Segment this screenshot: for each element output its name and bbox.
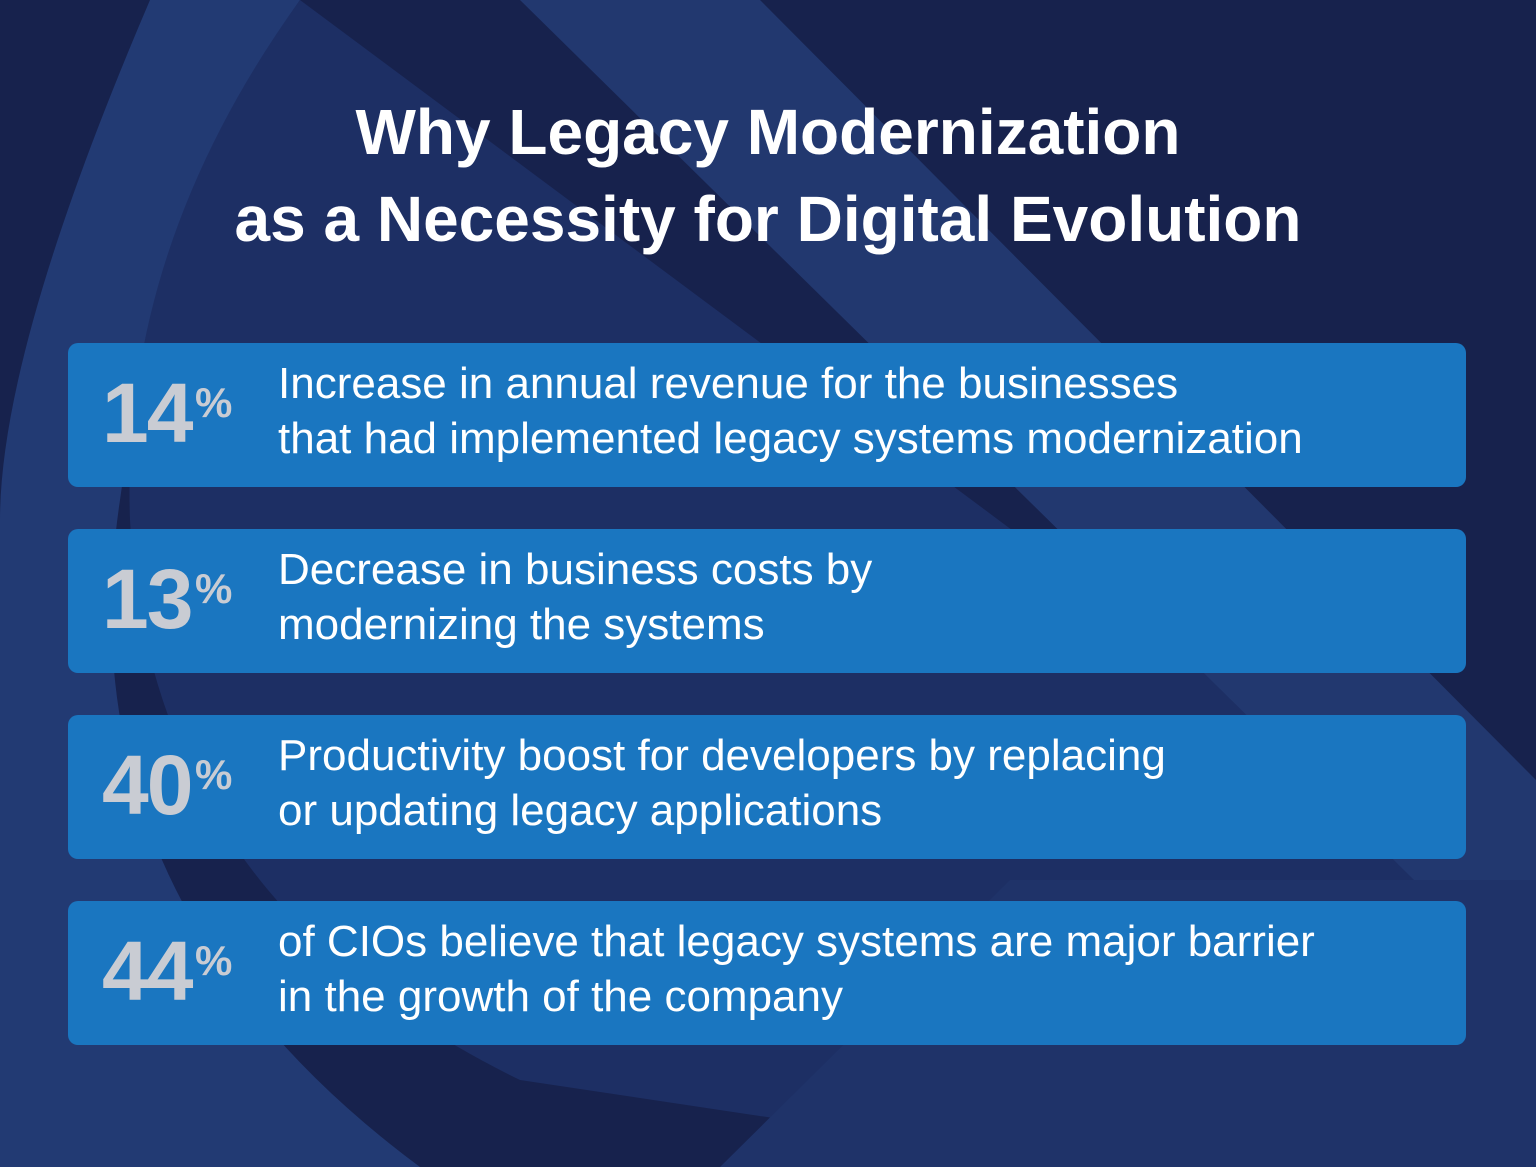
stat-card: 40% Productivity boost for developers by … — [68, 715, 1466, 859]
stat-description: or updating legacy applications — [278, 786, 883, 835]
stat-number: 44 — [102, 924, 193, 1018]
stat-description: Increase in annual revenue for the busin… — [278, 359, 1179, 408]
bg-shape — [0, 0, 420, 1167]
stat-unit: % — [195, 379, 233, 426]
stat-description: Decrease in business costs by — [278, 545, 873, 594]
stat-description: that had implemented legacy systems mode… — [278, 414, 1303, 463]
stat-unit: % — [195, 565, 233, 612]
stat-description: Productivity boost for developers by rep… — [278, 731, 1166, 780]
title: Why Legacy Modernization — [355, 96, 1181, 168]
stat-unit: % — [195, 751, 233, 798]
stat-number: 13 — [102, 552, 193, 646]
stat-description: modernizing the systems — [278, 600, 765, 649]
title: as a Necessity for Digital Evolution — [234, 183, 1302, 255]
stat-card: 13% Decrease in business costs by moderniz… — [68, 529, 1466, 673]
stat-unit: % — [195, 937, 233, 984]
stat-description: in the growth of the company — [278, 972, 843, 1021]
stat-number: 40 — [102, 738, 193, 832]
stat-card: 44% of CIOs believe that legacy systems a… — [68, 901, 1466, 1045]
stat-number: 14 — [102, 366, 193, 460]
stat-card: 14% Increase in annual revenue for the bu… — [68, 343, 1466, 487]
stat-description: of CIOs believe that legacy systems are … — [278, 917, 1315, 966]
